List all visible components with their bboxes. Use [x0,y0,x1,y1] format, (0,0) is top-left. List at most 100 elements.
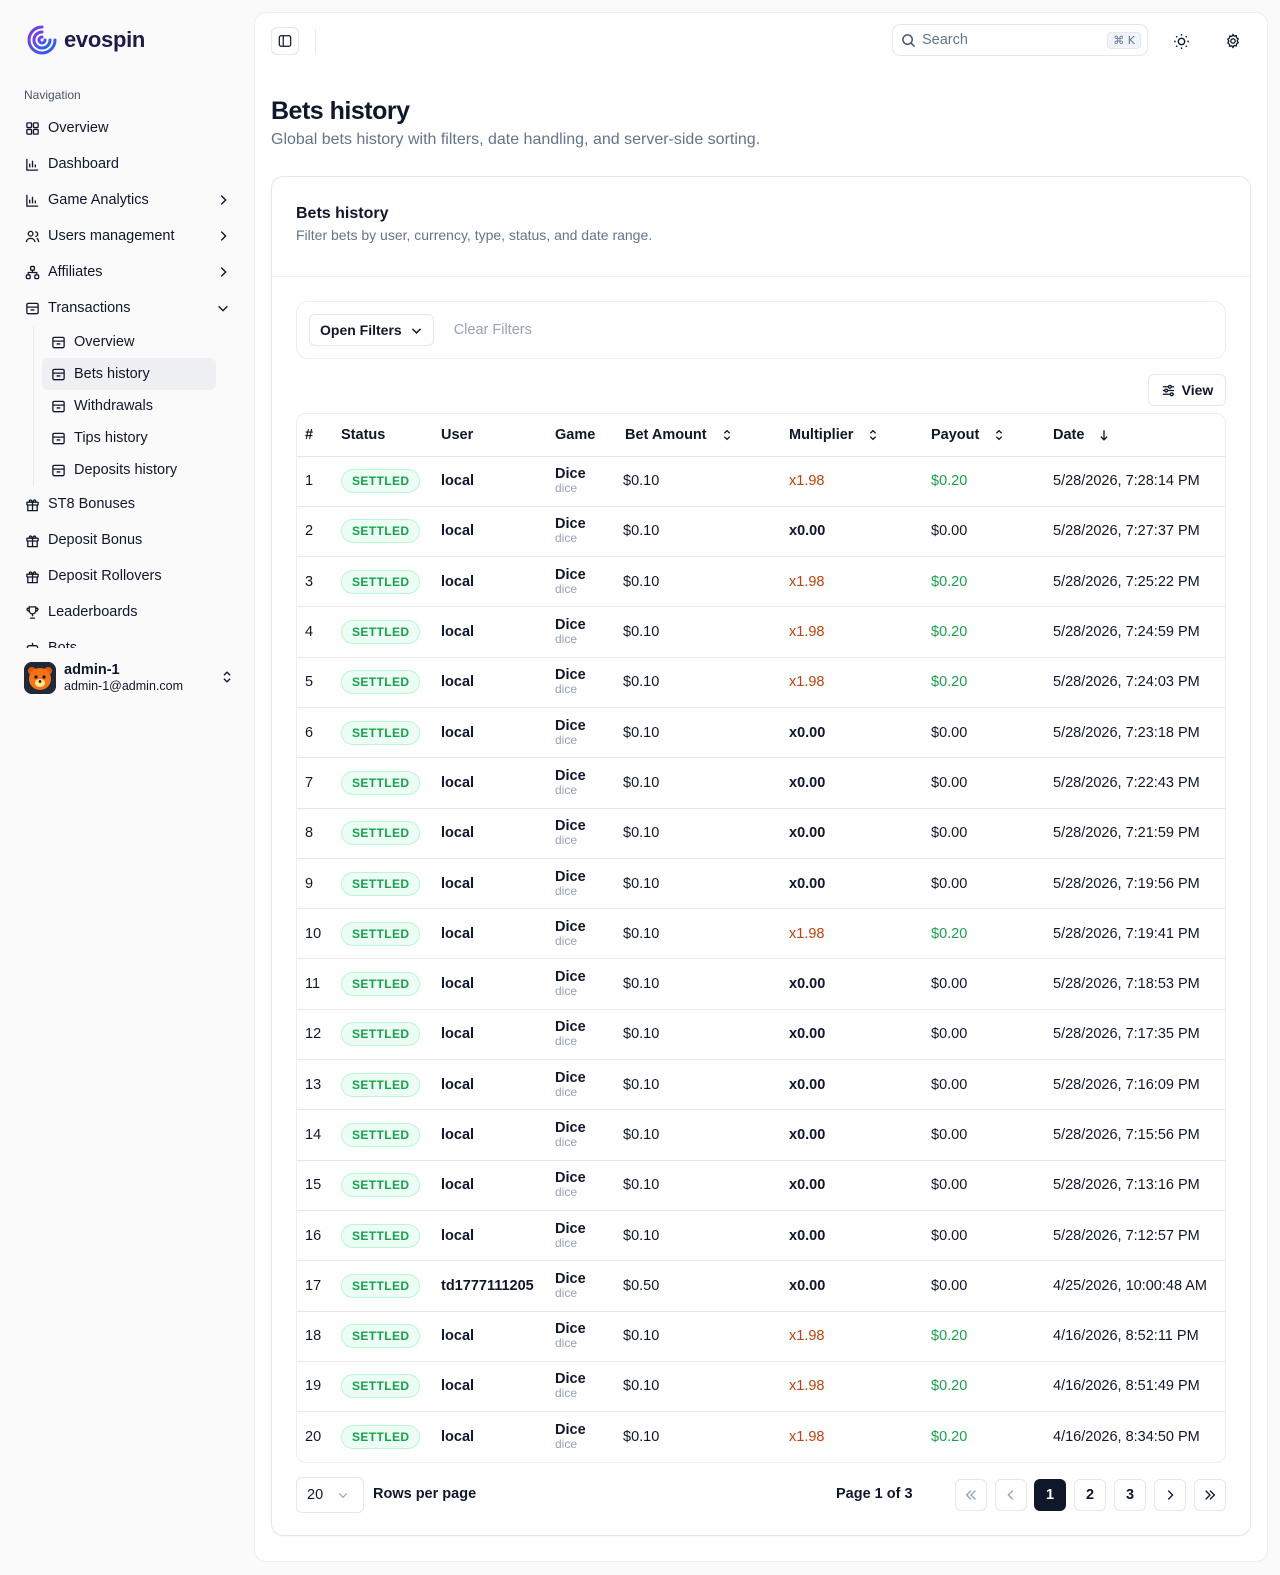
first-page-button[interactable] [955,1479,987,1511]
user-cell[interactable]: local [433,456,547,507]
settings-button[interactable] [1219,27,1247,55]
table-row[interactable]: 11 SETTLED local Dice dice $0.10 x0.00 $0.00 5/2… [297,958,1225,1010]
search-icon [902,33,916,47]
user-email: admin-1@admin.com [64,679,183,693]
table-row[interactable]: 10 SETTLED local Dice dice $0.10 x1.98 $0.20 5/2… [297,908,1225,960]
user-cell[interactable]: local [433,757,547,809]
row-index: 15 [297,1160,333,1211]
table-row[interactable]: 12 SETTLED local Dice dice $0.10 x0.00 $0.00 5/2… [297,1009,1225,1061]
multiplier-cell: x0.00 [771,858,913,910]
sidebar-item-game-analytics[interactable]: Game Analytics [16,182,238,218]
column-header-bet-amount[interactable]: Bet Amount [615,414,771,457]
multiplier-cell: x0.00 [771,707,913,759]
sidebar: evospin Navigation Overview Dashboard Ga… [0,0,254,1575]
user-cell[interactable]: local [433,1059,547,1111]
page-button-3[interactable]: 3 [1114,1479,1146,1511]
sidebar-subitem-bets-history[interactable]: Bets history [42,358,216,390]
table-row[interactable]: 6 SETTLED local Dice dice $0.10 x0.00 $0.00 5/28… [297,707,1225,759]
sidebar-item-leaderboards[interactable]: Leaderboards [16,594,238,630]
user-cell[interactable]: local [433,1210,547,1262]
table-row[interactable]: 3 SETTLED local Dice dice $0.10 x1.98 $0.20 5/28… [297,556,1225,608]
open-filters-button[interactable]: Open Filters [309,314,434,346]
table-row[interactable]: 20 SETTLED local Dice dice $0.10 x1.98 $0.20 4/1… [297,1412,1225,1462]
user-cell[interactable]: local [433,1311,547,1362]
column-header-multiplier[interactable]: Multiplier [771,414,913,457]
user-cell[interactable]: local [433,808,547,859]
sidebar-item-deposit-bonus[interactable]: Deposit Bonus [16,522,238,558]
chevron-down-icon [216,301,230,315]
page-info: Page 1 of 3 [836,1486,913,1502]
rows-per-page-value: 20 [307,1487,324,1503]
next-page-button[interactable] [1154,1479,1186,1511]
table-row[interactable]: 8 SETTLED local Dice dice $0.10 x0.00 $0.00 5/28… [297,808,1225,859]
theme-toggle-button[interactable] [1167,27,1195,55]
user-cell[interactable]: local [441,1429,475,1446]
user-cell[interactable]: local [433,1160,547,1211]
previous-page-button[interactable] [995,1479,1027,1511]
date-cell: 5/28/2026, 7:23:18 PM [1035,707,1225,759]
chevrons-right-icon [1205,1490,1216,1500]
game-id: dice [555,833,578,848]
sidebar-subitem-withdrawals[interactable]: Withdrawals [42,390,238,422]
table-row[interactable]: 18 SETTLED local Dice dice $0.10 x1.98 $0.20 4/1… [297,1311,1225,1362]
sidebar-subitem-deposits-history[interactable]: Deposits history [42,454,238,486]
search-input[interactable]: Search ⌘ K [892,24,1148,56]
game-name: Dice [555,466,586,483]
user-cell[interactable]: local [433,606,547,658]
table-row[interactable]: 15 SETTLED local Dice dice $0.10 x0.00 $0.00 5/2… [297,1160,1225,1211]
sidebar-item-users-management[interactable]: Users management [16,218,238,254]
sidebar-item-affiliates[interactable]: Affiliates [16,254,238,290]
status-badge: SETTLED [341,469,421,494]
sidebar-item-overview[interactable]: Overview [16,110,238,146]
sidebar-item-deposit-rollovers[interactable]: Deposit Rollovers [16,558,238,594]
rows-per-page-select[interactable]: 20 [296,1477,364,1513]
table-row[interactable]: 4 SETTLED local Dice dice $0.10 x1.98 $0.20 5/28… [297,606,1225,658]
game-id: dice [555,984,578,999]
sidebar-item-st8-bonuses[interactable]: ST8 Bonuses [16,486,238,522]
page-button-1[interactable]: 1 [1034,1479,1066,1511]
table-row[interactable]: 2 SETTLED local Dice dice $0.10 x0.00 $0.00 5/28… [297,506,1225,558]
table-row[interactable]: 13 SETTLED local Dice dice $0.10 x0.00 $0.00 5/2… [297,1059,1225,1111]
multiplier-cell: x0.00 [771,1260,913,1312]
view-options-button[interactable]: View [1148,374,1226,406]
table-row[interactable]: 5 SETTLED local Dice dice $0.10 x1.98 $0.20 5/28… [297,657,1225,708]
user-cell[interactable]: local [433,1009,547,1061]
user-cell[interactable]: local [433,908,547,960]
table-row[interactable]: 16 SETTLED local Dice dice $0.10 x0.00 $0.00 5/2… [297,1210,1225,1262]
user-cell[interactable]: local [433,1361,547,1413]
status-badge: SETTLED [341,770,421,795]
user-cell[interactable]: local [433,1109,547,1161]
table-row[interactable]: 9 SETTLED local Dice dice $0.10 x0.00 $0.00 5/28… [297,858,1225,910]
sidebar-item-bots[interactable]: Bots [16,630,238,648]
user-cell[interactable]: local [433,657,547,708]
table-row[interactable]: 17 SETTLED td1777111205 Dice dice $0.50 x0.00 $… [297,1260,1225,1312]
table-row[interactable]: 7 SETTLED local Dice dice $0.10 x0.00 $0.00 5/28… [297,757,1225,809]
game-name: Dice [555,617,586,634]
user-cell[interactable]: local [433,958,547,1010]
sidebar-subitem-overview[interactable]: Overview [42,326,238,358]
user-cell[interactable]: local [433,858,547,910]
sidebar-item-transactions[interactable]: Transactions [16,290,238,326]
user-cell[interactable]: local [433,556,547,608]
table-row[interactable]: 1 SETTLED local Dice dice $0.10 x1.98 $0.20 5/28… [297,456,1225,507]
sidebar-item-dashboard[interactable]: Dashboard [16,146,238,182]
last-page-button[interactable] [1194,1479,1226,1511]
sidebar-toggle-button[interactable] [271,27,299,55]
status-badge: SETTLED [341,972,421,997]
sidebar-subitem-tips-history[interactable]: Tips history [42,422,238,454]
status-cell: SETTLED [333,908,433,960]
user-cell[interactable]: local [433,506,547,558]
status-badge: SETTLED [341,1223,421,1248]
multiplier-cell: x1.98 [771,456,913,507]
table-row[interactable]: 19 SETTLED local Dice dice $0.10 x1.98 $0.20 4/1… [297,1361,1225,1413]
column-header-payout[interactable]: Payout [913,414,1035,457]
clear-filters-button[interactable]: Clear Filters [453,322,532,338]
brand[interactable]: evospin [26,24,145,56]
page-button-2[interactable]: 2 [1074,1479,1106,1511]
table-row[interactable]: 14 SETTLED local Dice dice $0.10 x0.00 $0.00 5/2… [297,1109,1225,1161]
user-cell[interactable]: td1777111205 [433,1260,547,1312]
status-badge: SETTLED [341,1425,421,1450]
column-header-date[interactable]: Date [1035,414,1225,457]
user-menu[interactable]: admin-1 admin-1@admin.com [24,660,234,696]
user-cell[interactable]: local [433,707,547,759]
